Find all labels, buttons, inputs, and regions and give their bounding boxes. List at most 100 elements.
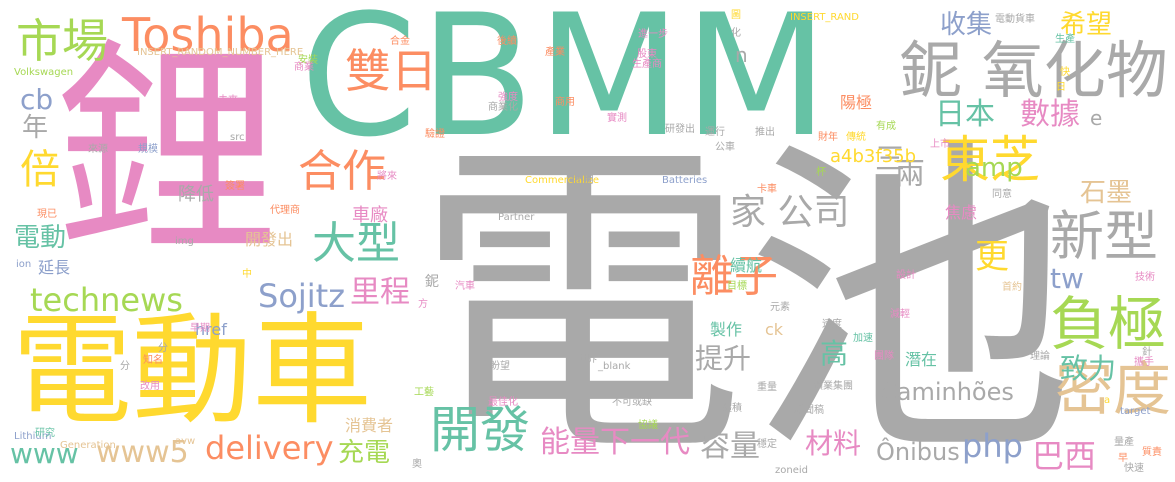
cloud-word: Lithium <box>14 431 52 442</box>
cloud-word: 工藝 <box>414 387 434 398</box>
cloud-word: 重量 <box>757 382 777 393</box>
cloud-word: 電池 <box>415 113 1075 482</box>
cloud-word: 推出 <box>755 127 775 138</box>
cloud-word: 元素 <box>770 302 790 313</box>
cloud-word: 減輕 <box>890 309 910 320</box>
cloud-word: 安裝 <box>298 55 318 66</box>
cloud-word: 鈮 氧化物 <box>900 34 1168 107</box>
cloud-word: 收集 <box>940 10 993 40</box>
cloud-word: 倍 <box>20 147 60 193</box>
cloud-word: 技術 <box>1135 272 1155 283</box>
cloud-word: 快速 <box>1124 463 1144 474</box>
cloud-word: 開發 <box>430 401 530 459</box>
cloud-word: 改用 <box>140 381 160 392</box>
cloud-word: 希望 <box>1060 10 1113 40</box>
cloud-word: 合作 <box>298 146 386 197</box>
cloud-word: 規模 <box>138 144 158 155</box>
cloud-word: 開發出 <box>245 230 294 249</box>
cloud-word: src <box>230 132 245 143</box>
cloud-word: 將來 <box>377 171 397 182</box>
cloud-word: 三 <box>875 142 905 177</box>
cloud-word: 早期 <box>190 323 210 334</box>
cloud-word: 來源 <box>88 144 108 155</box>
cloud-word: 商業化 <box>488 102 518 113</box>
cloud-word: 理論 <box>1030 351 1050 362</box>
cloud-word: 潛在 <box>905 350 938 369</box>
cloud-word: 陽極 <box>840 93 873 112</box>
cloud-word: 降低 <box>178 184 214 205</box>
cloud-word: 更 <box>975 237 1009 277</box>
cloud-word: CBMM <box>300 0 831 174</box>
cloud-word: 化 <box>731 28 741 39</box>
cloud-word: 杯 <box>816 167 826 178</box>
cloud-word: 攜手 <box>1134 357 1154 368</box>
cloud-word: 實測 <box>607 113 627 124</box>
cloud-word: 首約 <box>1002 282 1022 293</box>
cloud-word: 穩定 <box>757 439 777 450</box>
cloud-word: a <box>1104 395 1111 406</box>
cloud-word: Toshiba <box>122 8 294 62</box>
cloud-word: 高 <box>820 337 849 370</box>
cloud-word: www5 <box>96 435 189 470</box>
cloud-word: e <box>1090 106 1103 130</box>
cloud-word: 卡車 <box>757 184 777 195</box>
cloud-word: 快 <box>1060 67 1070 78</box>
cloud-word: Commercialize <box>525 175 599 186</box>
cloud-word: 延長 <box>38 258 71 277</box>
cloud-word: technews <box>30 281 183 319</box>
cloud-word: 生產 <box>1055 34 1075 45</box>
cloud-word: 巴西 <box>1032 437 1097 475</box>
cloud-word: 研發出 <box>665 124 695 135</box>
cloud-word: 家 公司 <box>730 192 850 233</box>
cloud-word: 礦業集團 <box>813 381 853 392</box>
cloud-word: 針 <box>1142 347 1152 358</box>
cloud-word: 生產商 <box>632 59 662 70</box>
cloud-word: 質責 <box>1142 447 1162 458</box>
cloud-word: Partner <box>498 212 535 223</box>
cloud-word: 年 <box>22 113 49 143</box>
cloud-word: 目標 <box>727 281 747 292</box>
cloud-word: 新聞稿 <box>794 405 824 416</box>
cloud-word: ck <box>765 320 784 339</box>
cloud-word: 負極 <box>1050 290 1167 358</box>
cloud-word: ion <box>16 259 32 270</box>
cloud-word: Batteries <box>662 175 708 186</box>
cloud-word: INSERT_RANDOM_NUMBER_HERE <box>137 47 304 58</box>
cloud-word: 量產 <box>1114 437 1134 448</box>
cloud-word: php <box>962 427 1023 465</box>
cloud-word: 有成 <box>876 121 896 132</box>
cloud-word: 驗證 <box>425 129 445 140</box>
cloud-word: 焦慮 <box>945 203 978 222</box>
cloud-word: 分 <box>158 343 168 354</box>
cloud-word: 商業 <box>294 62 314 73</box>
cloud-word: _blank <box>598 361 631 372</box>
cloud-word: 離子 <box>690 251 778 302</box>
cloud-word: 石墨 <box>1080 178 1133 208</box>
cloud-word: 後續 <box>497 36 517 47</box>
cloud-word: 同意 <box>992 189 1012 200</box>
cloud-word: 團隊 <box>874 351 894 362</box>
cloud-word: 日 <box>1056 82 1066 93</box>
cloud-word: 提供 <box>175 146 195 157</box>
cloud-word: 鋰 <box>55 21 280 283</box>
cloud-word: a4b3f35b <box>830 146 917 167</box>
cloud-word: 致力 <box>1060 352 1117 385</box>
cloud-word: 進一步 <box>638 29 668 40</box>
cloud-word: zoneid <box>775 465 808 476</box>
cloud-word: Volkswagen <box>14 67 74 78</box>
cloud-word: 體積 <box>722 403 742 414</box>
cloud-word: 不可或缺 <box>612 397 652 408</box>
cloud-word: target <box>1120 406 1151 417</box>
cloud-word: 雙日 <box>345 44 437 98</box>
cloud-word: 協議 <box>638 420 658 431</box>
cloud-word: 加速 <box>853 333 873 344</box>
cloud-word: INSERT_RAND <box>790 12 859 23</box>
cloud-word: 產業 <box>545 47 565 58</box>
cloud-word: 上市 <box>930 139 950 150</box>
cloud-word: 現已 <box>37 209 57 220</box>
cloud-word: 提升 <box>695 342 752 375</box>
cloud-word: delivery <box>205 429 334 467</box>
cloud-word: 設計 <box>896 270 916 281</box>
cloud-word: 不用 <box>574 175 594 186</box>
